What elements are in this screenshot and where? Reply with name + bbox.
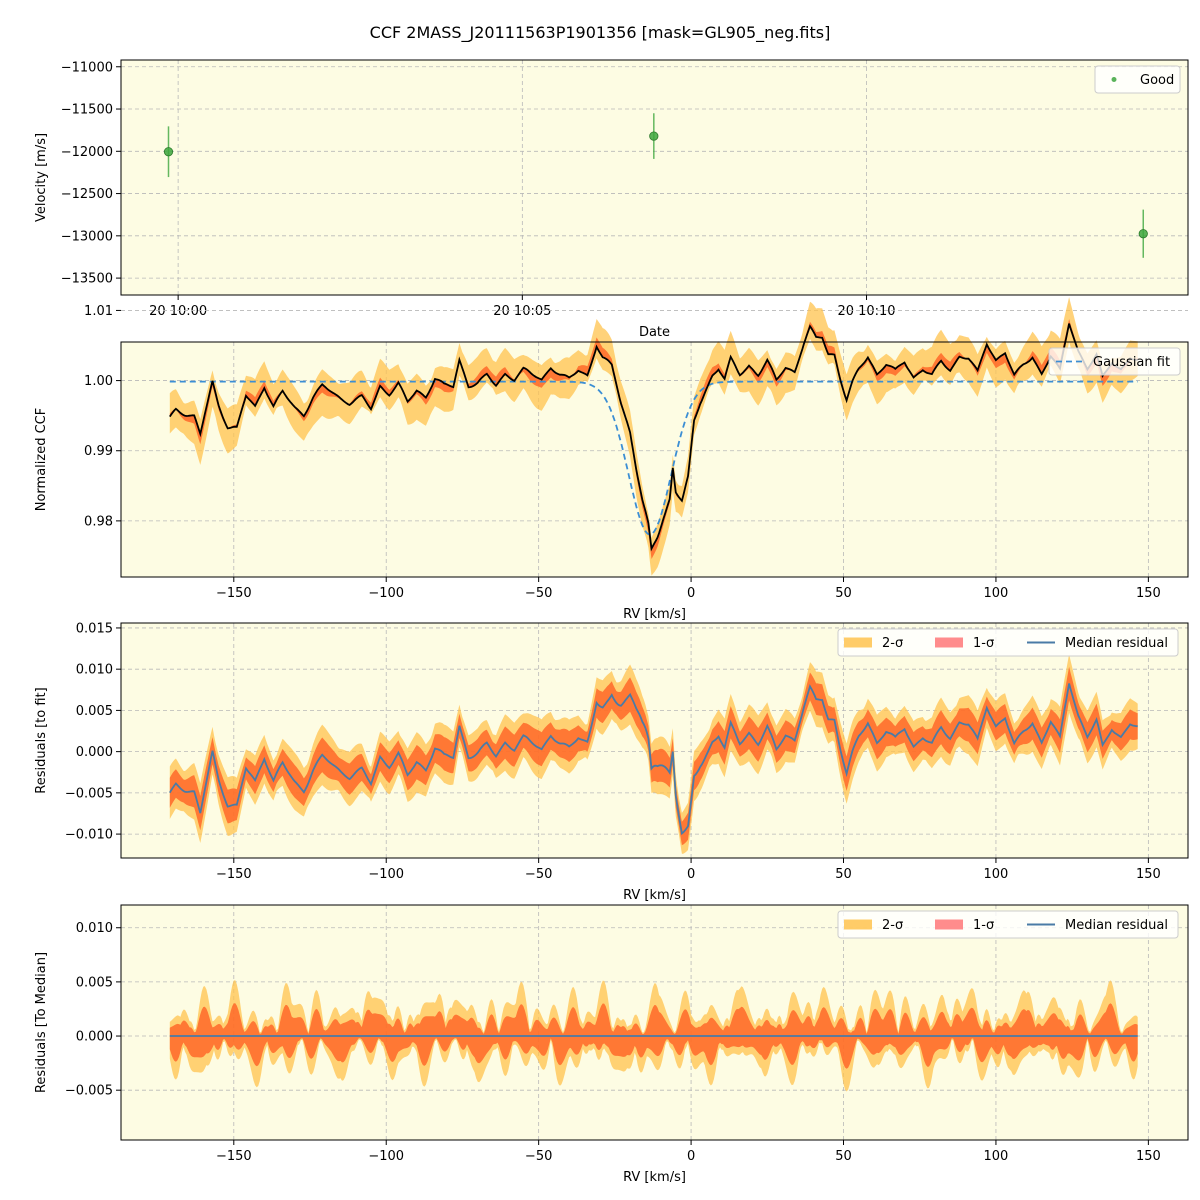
y-tick-label: 0.99 <box>84 444 113 459</box>
y-tick-label: 1.01 <box>84 304 113 319</box>
x-tick-label: −150 <box>216 1149 252 1164</box>
y-tick-label: 0.000 <box>76 1030 113 1045</box>
x-tick-label: −100 <box>368 586 404 601</box>
legend-box <box>837 910 1179 939</box>
axes-frame <box>120 904 1189 1141</box>
y-axis-label: Normalized CCF <box>34 408 49 512</box>
x-tick-label: 20 10:10 <box>837 304 895 319</box>
legend-label-median: Median residual <box>1065 636 1168 651</box>
legend-swatch-2sigma <box>844 919 872 930</box>
x-tick-label: −50 <box>525 867 552 882</box>
y-tick-label: −0.005 <box>65 786 113 801</box>
band-1sigma <box>169 666 1138 846</box>
gaussian-fit-line <box>169 380 1138 536</box>
x-axis-label: RV [km/s] <box>623 1170 686 1185</box>
ccf-panel: −150 −100 −50 0 50 100 150 0.98 0.99 1.00 1.01 RV [… <box>34 297 1189 622</box>
x-tick-label: −150 <box>216 867 252 882</box>
legend-label-2sigma: 2-σ <box>882 636 903 651</box>
legend-label-median: Median residual <box>1065 918 1168 933</box>
y-tick-label: −11000 <box>61 60 113 75</box>
residuals-median-panel: −150 −100 −50 0 50 100 150 −0.005 0.000 0.005 0.01… <box>34 904 1189 1185</box>
legend-label-good: Good <box>1140 73 1174 88</box>
data-point <box>163 147 174 157</box>
legend-swatch-1sigma <box>935 919 963 930</box>
residuals-fit-panel: −150 −100 −50 0 50 100 150 −0.010 −0.005 0.000 0.0… <box>34 621 1189 903</box>
x-tick-label: −50 <box>525 1149 552 1164</box>
x-tick-label: −50 <box>525 586 552 601</box>
x-tick-label: 0 <box>687 586 695 601</box>
y-tick-label: −0.010 <box>65 828 113 843</box>
band-2sigma <box>169 297 1138 576</box>
legend-box <box>837 628 1179 657</box>
y-tick-label: 0.98 <box>84 514 113 529</box>
x-tick-label: −150 <box>216 586 252 601</box>
y-tick-label: −0.005 <box>65 1084 113 1099</box>
axes-frame <box>120 341 1189 578</box>
x-tick-label: 20 10:05 <box>493 304 551 319</box>
data-point <box>649 131 659 141</box>
axes-frame <box>120 622 1189 859</box>
legend-label-2sigma: 2-σ <box>882 918 903 933</box>
x-tick-label: 100 <box>984 867 1009 882</box>
figure-title: CCF 2MASS_J20111563P1901356 [mask=GL905_… <box>370 23 831 43</box>
y-tick-label: 0.010 <box>76 663 113 678</box>
x-tick-label: 50 <box>835 586 852 601</box>
y-tick-label: −11500 <box>61 103 113 118</box>
y-tick-label: −13500 <box>61 272 113 287</box>
velocity-panel: 20 10:00 20 10:05 20 10:10 −11000 −11500 −120… <box>34 59 1189 340</box>
y-tick-label: 0.005 <box>76 704 113 719</box>
legend-box <box>1048 347 1181 376</box>
y-tick-label: 0.000 <box>76 745 113 760</box>
x-tick-label: 50 <box>835 867 852 882</box>
legend-swatch-1sigma <box>935 637 963 648</box>
y-axis-label: Residuals [To Median] <box>34 952 49 1093</box>
y-tick-label: 0.015 <box>76 621 113 636</box>
legend-swatch-2sigma <box>844 637 872 648</box>
x-tick-label: 20 10:00 <box>149 304 207 319</box>
y-tick-label: 0.010 <box>76 921 113 936</box>
x-tick-label: 150 <box>1136 1149 1161 1164</box>
y-tick-label: 0.005 <box>76 975 113 990</box>
x-tick-label: 100 <box>984 1149 1009 1164</box>
data-point <box>1138 229 1148 239</box>
plot-area <box>121 60 1188 295</box>
legend-label-gaussian: Gaussian fit <box>1093 355 1170 370</box>
y-tick-label: −13000 <box>61 229 113 244</box>
y-axis-label: Residuals [to fit] <box>34 687 49 793</box>
x-tick-label: −100 <box>368 1149 404 1164</box>
y-tick-label: 1.00 <box>84 374 113 389</box>
y-tick-label: −12000 <box>61 145 113 160</box>
x-tick-label: 150 <box>1136 867 1161 882</box>
ccf-line <box>169 323 1138 552</box>
x-tick-label: 150 <box>1136 586 1161 601</box>
x-tick-label: −100 <box>368 867 404 882</box>
x-axis-label: Date <box>639 325 670 340</box>
x-tick-label: 50 <box>835 1149 852 1164</box>
x-tick-label: 0 <box>687 1149 695 1164</box>
axes-frame <box>120 59 1189 296</box>
legend-label-1sigma: 1-σ <box>973 636 994 651</box>
x-axis-label: RV [km/s] <box>623 607 686 622</box>
legend-marker-good <box>1111 77 1117 82</box>
x-tick-label: 0 <box>687 867 695 882</box>
y-tick-label: −12500 <box>61 187 113 202</box>
x-axis-label: RV [km/s] <box>623 888 686 903</box>
x-tick-label: 100 <box>984 586 1009 601</box>
y-axis-label: Velocity [m/s] <box>34 133 49 222</box>
median-residual-line <box>169 683 1138 836</box>
legend-box <box>1094 65 1181 94</box>
legend-label-1sigma: 1-σ <box>973 918 994 933</box>
